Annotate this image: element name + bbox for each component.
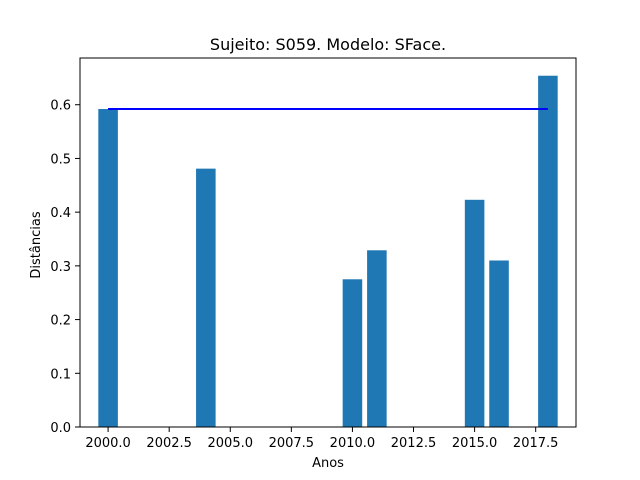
x-tick-label: 2007.5 [269, 436, 315, 451]
y-tick-label: 0.0 [50, 421, 71, 436]
x-tick-label: 2010.0 [330, 436, 376, 451]
bar-2004 [196, 168, 216, 427]
x-tick-label: 2002.5 [146, 436, 192, 451]
bar-2015 [464, 199, 485, 427]
bar-2018 [538, 75, 558, 428]
x-tick-label: 2015.0 [452, 436, 498, 451]
y-tick-label: 0.4 [50, 206, 71, 221]
x-tick-label: 2017.5 [513, 436, 559, 451]
x-tick-label: 2005.0 [208, 436, 254, 451]
y-tick-label: 0.5 [50, 152, 71, 167]
bar-2010 [342, 279, 363, 427]
bar-2000 [98, 109, 118, 428]
plot-bars [98, 75, 558, 428]
x-tick-label: 2000.0 [85, 436, 131, 451]
y-tick-label: 0.6 [50, 99, 71, 114]
y-tick-label: 0.1 [50, 367, 71, 382]
y-axis-ticks: 0.0 0.1 0.2 0.3 0.4 0.5 0.6 [50, 99, 80, 436]
y-tick-label: 0.3 [50, 260, 71, 275]
x-tick-label: 2012.5 [391, 436, 437, 451]
x-axis-label: Anos [312, 456, 344, 471]
chart-title: Sujeito: S059. Modelo: SFace. [210, 35, 446, 54]
bar-2011 [367, 250, 387, 427]
x-axis-ticks: 2000.0 2002.5 2005.0 2007.5 2010.0 2012.5 2015… [85, 427, 558, 451]
y-axis-label: Distâncias [29, 211, 44, 278]
bar-2016 [489, 260, 509, 427]
y-tick-label: 0.2 [50, 314, 71, 329]
axes-frame [79, 57, 577, 428]
